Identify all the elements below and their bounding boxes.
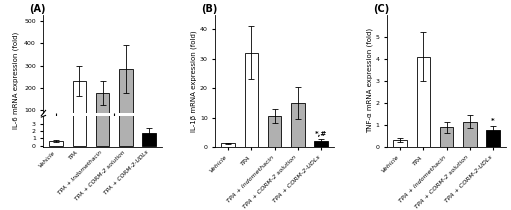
Y-axis label: IL-1β mRNA expression (fold): IL-1β mRNA expression (fold) [191,30,197,132]
Bar [268,116,282,147]
Text: Vehicle: Vehicle [38,150,56,168]
Bar [440,127,453,147]
Text: (C): (C) [373,4,389,14]
Text: TPA + Indomethacin: TPA + Indomethacin [57,150,103,196]
Bar [73,0,86,146]
Text: *: * [491,118,495,124]
Bar [486,130,500,147]
Text: *,#: *,# [143,122,155,128]
Text: TPA + CORM-2 solution: TPA + CORM-2 solution [74,150,126,202]
Bar [416,57,430,147]
Bar [119,0,133,146]
Bar [245,53,258,147]
Text: TPA + CORM-2-UDLs: TPA + CORM-2-UDLs [103,150,149,196]
Text: IL-6 mRNA expression (fold): IL-6 mRNA expression (fold) [12,32,18,130]
Text: *,#: *,# [315,131,327,137]
Bar [143,133,156,146]
Bar [96,93,109,132]
Bar [463,122,477,147]
Text: (B): (B) [201,4,218,14]
Text: TPA: TPA [68,150,80,161]
Bar [73,81,86,132]
Bar [393,140,407,147]
Bar [50,141,63,146]
Bar [143,131,156,132]
Bar [291,103,305,147]
Bar [314,141,328,147]
Y-axis label: TNF-α mRNA expression (fold): TNF-α mRNA expression (fold) [366,28,373,133]
Text: (A): (A) [29,4,45,14]
Bar [221,143,235,147]
Bar [96,0,109,146]
Bar [119,69,133,132]
